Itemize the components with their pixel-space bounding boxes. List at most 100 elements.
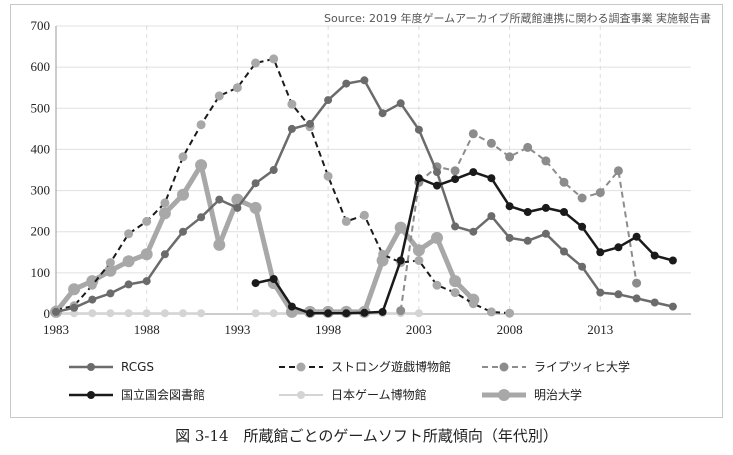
data-point <box>195 159 208 172</box>
data-point <box>287 124 296 133</box>
data-point <box>449 275 462 288</box>
data-point <box>560 208 568 216</box>
y-tick-label: 700 <box>31 18 51 33</box>
x-tick-label: 2003 <box>406 322 432 337</box>
data-point <box>251 58 261 68</box>
data-point <box>251 309 260 318</box>
data-point <box>505 202 514 211</box>
x-tick-label: 1983 <box>43 322 69 337</box>
data-point <box>70 303 79 312</box>
data-point <box>396 306 406 316</box>
x-tick-label: 1988 <box>134 322 160 337</box>
data-point <box>541 229 550 238</box>
data-point <box>523 236 532 245</box>
data-point <box>142 216 152 226</box>
data-point <box>88 295 97 304</box>
data-point <box>197 309 206 318</box>
legend-swatch-marker <box>297 391 305 399</box>
legend-label: ライプツィヒ大学 <box>534 359 630 374</box>
data-point <box>596 248 605 257</box>
legend-item: ライプツィヒ大学 <box>482 359 630 374</box>
data-point <box>142 277 151 286</box>
data-point <box>486 307 496 317</box>
data-point <box>650 298 659 307</box>
data-point <box>160 309 169 318</box>
data-point <box>650 251 659 260</box>
data-point <box>468 129 478 139</box>
legend-label: 明治大学 <box>534 387 582 402</box>
data-point <box>196 120 206 130</box>
data-point <box>124 280 133 289</box>
data-point <box>523 208 532 216</box>
x-tick-label: 2008 <box>497 322 523 337</box>
y-tick-label: 500 <box>31 100 51 115</box>
data-point <box>450 166 460 176</box>
series-5 <box>251 168 677 318</box>
data-point <box>505 233 514 242</box>
data-point <box>52 307 60 316</box>
data-point <box>359 210 369 220</box>
legend-item: 明治大学 <box>482 387 582 402</box>
data-point <box>396 99 405 108</box>
series-3 <box>51 54 515 318</box>
data-point <box>433 168 441 177</box>
source-note: Source: 2019 年度ゲームアーカイブ所蔵館連携に関わる調査事業 実施報… <box>324 11 711 25</box>
data-point <box>214 91 224 101</box>
series-layer <box>50 54 677 318</box>
y-tick-label: 300 <box>31 183 51 198</box>
legend-label: ストロング遊戯博物館 <box>331 359 451 374</box>
data-point <box>450 288 460 298</box>
data-point <box>197 213 206 222</box>
data-point <box>378 249 388 259</box>
data-point <box>179 227 187 236</box>
data-point <box>324 96 333 105</box>
data-point <box>414 309 423 318</box>
data-point <box>559 177 569 187</box>
data-point <box>414 125 423 134</box>
series-4 <box>52 76 677 316</box>
data-point <box>378 109 387 118</box>
data-point <box>487 212 496 221</box>
data-point <box>233 203 242 212</box>
data-point <box>88 309 97 318</box>
data-point <box>632 294 641 303</box>
data-point <box>486 138 496 148</box>
data-point <box>122 255 135 268</box>
legend-swatch-marker <box>87 391 95 399</box>
data-point <box>179 309 187 318</box>
data-point <box>505 308 515 318</box>
data-point <box>341 216 351 226</box>
y-tick-label: 0 <box>44 306 51 321</box>
data-point <box>342 79 351 88</box>
data-point <box>469 168 478 177</box>
data-point <box>342 309 351 318</box>
y-tick-label: 100 <box>31 265 51 280</box>
data-point <box>306 119 314 128</box>
data-point <box>632 278 642 288</box>
data-point <box>469 227 478 236</box>
legend-swatch-marker <box>296 362 306 372</box>
legend-swatch-marker <box>499 362 509 372</box>
legend-item: ストロング遊戯博物館 <box>279 359 451 374</box>
data-point <box>87 280 97 290</box>
y-tick-label: 600 <box>31 59 51 74</box>
data-point <box>577 193 587 203</box>
chart-frame: Source: 2019 年度ゲームアーカイブ所蔵館連携に関わる調査事業 実施報… <box>10 4 723 418</box>
data-point <box>431 231 443 244</box>
data-point <box>396 256 405 265</box>
data-point <box>668 256 677 265</box>
data-point <box>269 54 279 64</box>
data-point <box>251 279 260 288</box>
data-point <box>68 283 81 296</box>
data-point <box>140 248 153 261</box>
legend-item: RCGS <box>69 360 154 374</box>
data-point <box>306 309 314 318</box>
data-point <box>632 232 641 241</box>
x-tick-label: 2013 <box>587 322 613 337</box>
data-point <box>287 99 297 109</box>
axes: 0 100 200 300 400 500 600 700 1983 1988 1993 1998 20… <box>31 18 691 337</box>
legend-label: RCGS <box>121 360 154 374</box>
data-point <box>124 229 134 239</box>
data-point <box>106 309 115 318</box>
data-point <box>414 256 424 265</box>
